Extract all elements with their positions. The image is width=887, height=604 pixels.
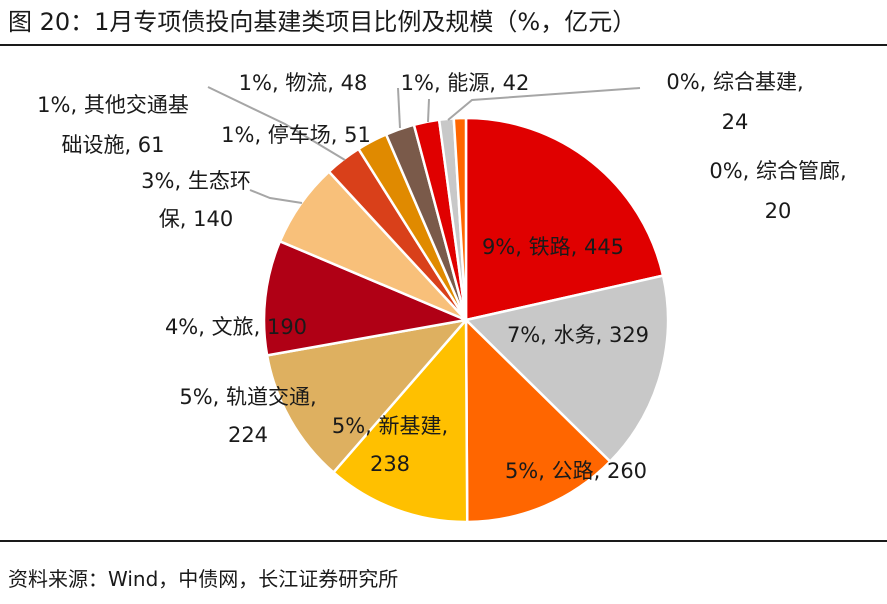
leader-line-12 xyxy=(447,87,641,121)
slice-label-8: 1%, 其他交通基础设施, 61 xyxy=(37,93,189,157)
slice-label-7: 3%, 生态环保, 140 xyxy=(141,169,251,231)
slice-label-9: 1%, 停车场, 51 xyxy=(221,123,371,147)
slice-label-6: 4%, 文旅, 190 xyxy=(165,315,307,339)
slice-label-5: 5%, 轨道交通, 224 xyxy=(179,385,316,447)
slice-label-10: 1%, 物流, 48 xyxy=(239,71,368,95)
pie-slice-3 xyxy=(464,318,612,524)
slice-label-12: 0%, 综合基建, 24 xyxy=(666,70,803,134)
title-divider xyxy=(0,44,887,46)
leader-line-10 xyxy=(397,87,401,129)
slice-label-3: 5%, 公路, 260 xyxy=(505,459,647,483)
chart-title: 图 20：1月专项债投向基建类项目比例及规模（%，亿元） xyxy=(8,8,637,36)
slice-label-1: 9%, 铁路, 445 xyxy=(482,235,624,259)
pie-slice-6 xyxy=(262,240,468,357)
leader-line-8 xyxy=(207,86,346,161)
slice-label-4: 5%, 新基建, 238 xyxy=(332,414,448,476)
pie-slice-1 xyxy=(464,116,665,322)
source-note: 资料来源：Wind，中债网，长江证券研究所 xyxy=(8,567,399,591)
pie-slice-5 xyxy=(265,318,468,474)
slice-label-13: 0%, 综合管廊, 20 xyxy=(709,159,846,223)
pie-chart: 9%, 铁路, 445 7%, 水务, 329 5%, 公路, 260 5%, 新基建… xyxy=(37,70,847,524)
slice-label-2: 7%, 水务, 329 xyxy=(507,323,649,347)
pie-slice-13 xyxy=(452,116,468,322)
pie-slice-2 xyxy=(464,274,670,463)
slice-label-11: 1%, 能源, 42 xyxy=(401,71,530,95)
pie-slice-4 xyxy=(332,318,469,524)
leader-line-11 xyxy=(427,98,430,123)
leader-line-7 xyxy=(249,189,303,204)
source-divider xyxy=(0,540,887,542)
